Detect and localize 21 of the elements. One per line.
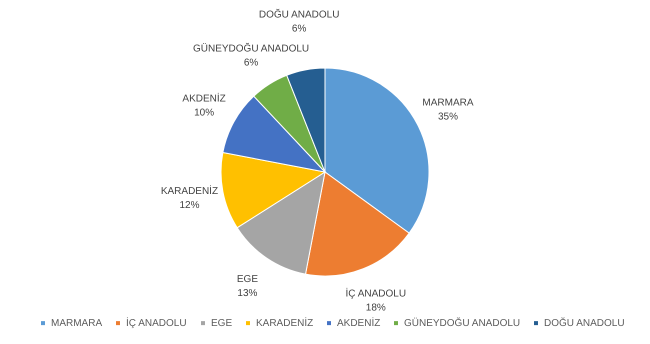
slice-label: AKDENİZ xyxy=(182,92,226,105)
legend-label: İÇ ANADOLU xyxy=(126,317,187,330)
legend-label: MARMARA xyxy=(51,318,102,330)
legend-label: DOĞU ANADOLU xyxy=(544,317,625,330)
slice-label: DOĞU ANADOLU xyxy=(258,8,340,20)
data-label: 10% xyxy=(194,108,214,119)
data-label: 35% xyxy=(438,111,458,122)
slice-label: İÇ ANADOLU xyxy=(346,287,406,300)
legend-label: AKDENİZ xyxy=(337,317,380,330)
data-label: 13% xyxy=(237,288,258,300)
data-label: 6% xyxy=(292,23,306,34)
data-label: 12% xyxy=(179,200,200,211)
legend-label: GÜNEYDOĞU ANADOLU xyxy=(404,317,520,330)
legend-label: EGE xyxy=(211,318,232,330)
slice-label: KARADENİZ xyxy=(160,184,218,197)
slice-label: EGE xyxy=(236,274,258,286)
legend-label: KARADENİZ xyxy=(256,317,314,330)
data-label: 18% xyxy=(366,302,386,314)
slice-label: MARMARA xyxy=(422,97,474,108)
slice-label: GÜNEYDOĞU ANADOLU xyxy=(192,42,310,54)
data-label: 6% xyxy=(244,57,258,68)
